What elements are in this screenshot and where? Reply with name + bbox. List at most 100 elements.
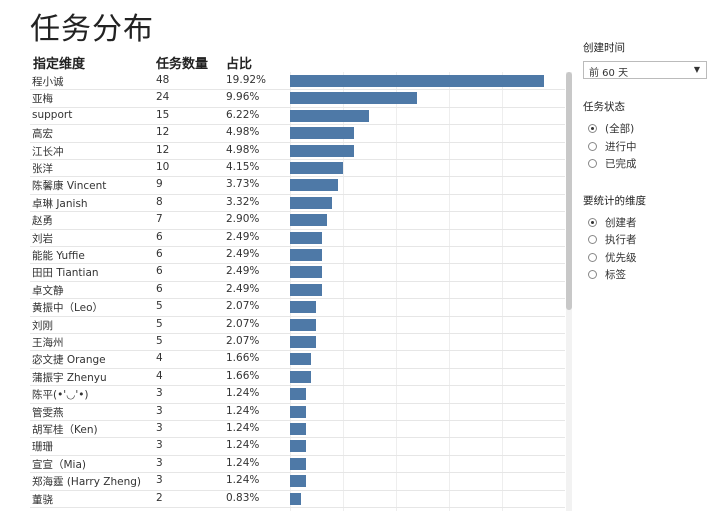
bar[interactable]	[290, 405, 306, 418]
row-dimension-label: 赵勇	[32, 215, 53, 228]
task-status-options: (全部) 进行中 已完成	[583, 120, 713, 173]
row-count-label: 5	[156, 317, 163, 330]
table-row[interactable]: 黄振中（Leo） 5 2.07%	[30, 298, 565, 317]
status-radio-option[interactable]: 已完成	[583, 155, 713, 173]
bar[interactable]	[290, 283, 322, 296]
radio-circle-icon[interactable]	[588, 217, 597, 227]
bar[interactable]	[290, 109, 370, 122]
row-count-label: 2	[156, 491, 163, 504]
radio-circle-icon[interactable]	[588, 124, 597, 134]
row-count-label: 6	[156, 265, 163, 278]
table-row[interactable]: 陈馨康 Vincent 9 3.73%	[30, 176, 565, 195]
bar[interactable]	[290, 127, 354, 140]
created-time-dropdown[interactable]: 前 60 天 ▼	[583, 61, 707, 79]
created-time-label: 创建时间	[583, 42, 625, 54]
table-row[interactable]: 能能 Yuffie 6 2.49%	[30, 246, 565, 265]
bar[interactable]	[290, 144, 354, 157]
row-share-label: 1.24%	[226, 422, 260, 434]
table-row[interactable]: 胡军桂（Ken) 3 1.24%	[30, 420, 565, 439]
table-row[interactable]: 宓文捷 Orange 4 1.66%	[30, 350, 565, 369]
row-share-label: 1.66%	[226, 352, 260, 365]
bar[interactable]	[290, 214, 328, 227]
bar[interactable]	[290, 301, 317, 314]
table-row[interactable]: 高宏 12 4.98%	[30, 124, 565, 143]
radio-circle-icon[interactable]	[588, 141, 597, 151]
table-row[interactable]: 蒲振宇 Zhenyu 4 1.66%	[30, 368, 565, 387]
table-row[interactable]: support 15 6.22%	[30, 107, 565, 126]
bar[interactable]	[290, 162, 343, 174]
table-row[interactable]: 珊珊 3 1.24%	[30, 437, 565, 456]
row-count-label: 4	[156, 369, 163, 382]
gridline	[501, 72, 503, 511]
dim-radio-option[interactable]: 创建者	[583, 214, 713, 232]
row-count-label: 8	[156, 195, 163, 208]
bar[interactable]	[290, 423, 306, 435]
row-count-label: 9	[156, 178, 163, 191]
bar[interactable]	[290, 440, 306, 453]
table-row[interactable]: 田田 Tiantian 6 2.49%	[30, 263, 565, 282]
bar[interactable]	[290, 75, 544, 87]
bar[interactable]	[290, 249, 322, 261]
bar[interactable]	[290, 336, 317, 348]
bar[interactable]	[290, 388, 306, 401]
column-header-dimension[interactable]: 指定维度	[33, 57, 86, 72]
table-row[interactable]: 王海州 5 2.07%	[30, 333, 565, 352]
table-row[interactable]: 刘岩 6 2.49%	[30, 229, 565, 247]
bar[interactable]	[290, 266, 322, 279]
row-share-label: 2.90%	[226, 213, 260, 226]
row-share-label: 6.22%	[226, 108, 260, 121]
dim-radio-option[interactable]: 执行者	[583, 231, 713, 249]
dim-radio-option[interactable]: 标签	[583, 266, 713, 284]
bar[interactable]	[290, 179, 338, 192]
bar[interactable]	[290, 92, 417, 105]
table-row[interactable]: 张洋 10 4.15%	[30, 159, 565, 178]
table-row[interactable]: 陈平(•'◡'•) 3 1.24%	[30, 385, 565, 404]
table-row[interactable]: 宣宣（Mia) 3 1.24%	[30, 455, 565, 474]
bar[interactable]	[290, 457, 306, 470]
column-header-count[interactable]: 任务数量	[156, 57, 209, 72]
row-dimension-label: 黄振中（Leo）	[32, 302, 104, 315]
table-row[interactable]: 赵勇 7 2.90%	[30, 211, 565, 230]
row-dimension-label: 刘刚	[32, 319, 53, 332]
bar[interactable]	[290, 318, 317, 331]
table-row[interactable]: 董骁 2 0.83%	[30, 490, 565, 508]
bar[interactable]	[290, 231, 322, 244]
table-row[interactable]: 亚梅 24 9.96%	[30, 89, 565, 108]
row-count-label: 4	[156, 352, 163, 365]
row-count-label: 12	[156, 126, 170, 139]
column-header-share[interactable]: 占比	[226, 57, 253, 72]
row-share-label: 2.07%	[226, 335, 260, 347]
row-share-label: 3.32%	[226, 195, 260, 208]
row-share-label: 2.49%	[226, 248, 260, 260]
row-count-label: 5	[156, 335, 163, 347]
radio-circle-icon[interactable]	[588, 235, 597, 245]
filter-panel: 创建时间 前 60 天 ▼ 任务状态 (全部) 进行中 已完成 要统计的维度 创建者…	[583, 40, 713, 284]
radio-circle-icon[interactable]	[588, 252, 597, 262]
bar[interactable]	[290, 492, 301, 505]
status-radio-option[interactable]: 进行中	[583, 138, 713, 156]
radio-circle-icon[interactable]	[588, 159, 597, 169]
table-row[interactable]: 卓琳 Janish 8 3.32%	[30, 194, 565, 213]
bar[interactable]	[290, 353, 312, 366]
status-radio-option[interactable]: (全部)	[583, 120, 713, 138]
table-row[interactable]: 管雯燕 3 1.24%	[30, 403, 565, 421]
table-row[interactable]: 郑海霆 (Harry Zheng) 3 1.24%	[30, 472, 565, 491]
vertical-scrollbar[interactable]	[566, 72, 572, 511]
table-row[interactable]: 江长冲 12 4.98%	[30, 142, 565, 160]
row-share-label: 2.07%	[226, 317, 260, 330]
row-dimension-label: 能能 Yuffie	[32, 250, 85, 262]
table-row[interactable]: 程小诚 48 19.92%	[30, 72, 565, 91]
table-row[interactable]: 刘刚 5 2.07%	[30, 316, 565, 334]
bar[interactable]	[290, 370, 312, 383]
radio-circle-icon[interactable]	[588, 270, 597, 280]
bar[interactable]	[290, 475, 306, 488]
row-dimension-label: 陈平(•'◡'•)	[32, 389, 89, 402]
row-count-label: 3	[156, 422, 163, 434]
scrollbar-thumb[interactable]	[566, 72, 572, 310]
row-dimension-label: 张洋	[32, 163, 53, 175]
row-dimension-label: 宣宣（Mia)	[32, 458, 87, 471]
row-share-label: 1.24%	[226, 387, 260, 400]
table-row[interactable]: 卓文静 6 2.49%	[30, 281, 565, 300]
bar[interactable]	[290, 196, 333, 209]
dim-radio-option[interactable]: 优先级	[583, 249, 713, 267]
